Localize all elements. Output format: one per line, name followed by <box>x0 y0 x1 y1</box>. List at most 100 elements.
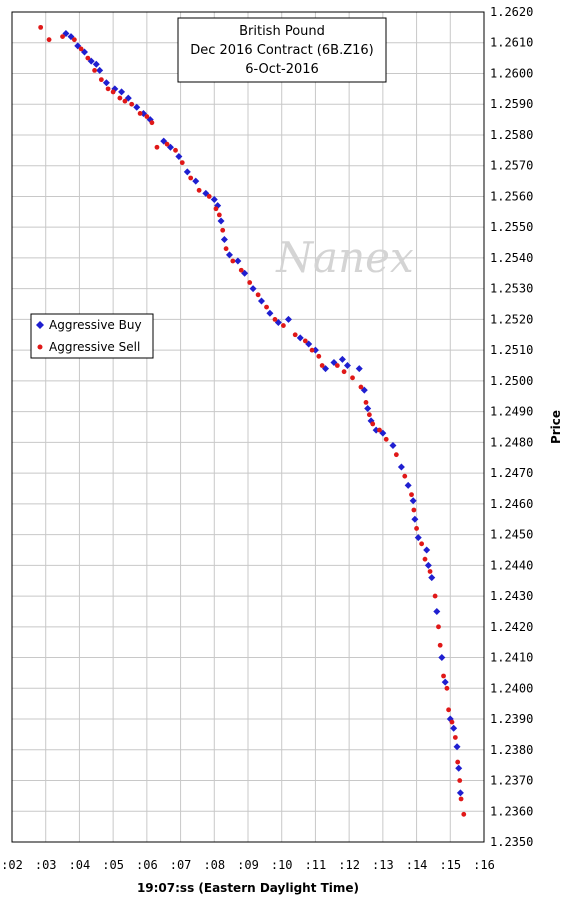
aggressive-sell-point <box>444 685 450 691</box>
aggressive-sell-point <box>455 759 461 765</box>
aggressive-buy-point <box>210 196 218 204</box>
y-tick-label: 1.2440 <box>490 558 533 572</box>
y-tick-label: 1.2350 <box>490 835 533 849</box>
legend-sell-marker <box>37 344 43 350</box>
aggressive-sell-point <box>393 452 399 458</box>
aggressive-sell-point <box>230 258 236 264</box>
aggressive-sell-point <box>179 160 185 166</box>
legend-buy-marker <box>36 321 44 329</box>
aggressive-buy-point <box>234 257 242 265</box>
aggressive-sell-point <box>402 473 408 479</box>
aggressive-sell-point <box>436 624 441 630</box>
aggressive-sell-point <box>216 212 222 218</box>
aggressive-buy-point <box>118 88 126 96</box>
title-box: British Pound Dec 2016 Contract (6B.Z16)… <box>177 17 387 83</box>
aggressive-sell-point <box>419 541 425 547</box>
aggressive-sell-point <box>154 144 160 150</box>
watermark-layer: Nanex <box>275 233 414 282</box>
x-tick-label: :12 <box>338 858 360 872</box>
aggressive-sell-point <box>363 400 369 405</box>
y-tick-label: 1.2570 <box>490 159 533 173</box>
aggressive-sell-point <box>264 304 269 310</box>
aggressive-buy-point <box>389 441 397 449</box>
aggressive-buy-point <box>409 497 417 505</box>
aggressive-buy-point <box>183 168 191 176</box>
aggressive-sell-point <box>350 375 355 381</box>
aggressive-buy-point <box>428 574 436 582</box>
x-tick-label: :14 <box>406 858 428 872</box>
aggressive-sell-point <box>206 194 212 199</box>
aggressive-buy-point <box>225 251 233 259</box>
aggressive-sell-point <box>38 24 44 30</box>
aggressive-sell-point <box>188 175 194 181</box>
aggressive-buy-point <box>343 362 351 370</box>
x-tick-label: :08 <box>203 858 225 872</box>
aggressive-buy-point <box>296 334 304 342</box>
aggressive-sell-point <box>46 37 52 43</box>
aggressive-sell-point <box>411 507 417 513</box>
y-tick-label: 1.2560 <box>490 189 533 203</box>
aggressive-buy-point <box>133 103 141 111</box>
aggressive-sell-point <box>457 778 463 783</box>
aggressive-sell-point <box>377 427 382 433</box>
y-tick-label: 1.2600 <box>490 66 533 80</box>
y-tick-label: 1.2430 <box>490 589 533 603</box>
data-points <box>38 24 467 817</box>
aggressive-sell-point <box>173 147 178 153</box>
x-tick-label: :07 <box>170 858 192 872</box>
grid <box>11 11 485 843</box>
x-tick-label: :06 <box>136 858 158 872</box>
y-tick-labels: 1.2350 1.2360 1.2370 1.2380 1.2390 1.2400 1.24… <box>490 5 533 849</box>
aggressive-buy-point <box>355 365 363 373</box>
aggressive-sell-point <box>427 569 433 574</box>
aggressive-sell-point <box>137 111 143 116</box>
y-tick-label: 1.2540 <box>490 251 533 265</box>
aggressive-sell-point <box>71 37 77 43</box>
aggressive-sell-point <box>78 46 84 52</box>
aggressive-buy-point <box>92 60 100 68</box>
aggressive-buy-point <box>397 463 405 471</box>
aggressive-buy-point <box>217 217 225 225</box>
legend-sell-label: Aggressive Sell <box>49 340 140 354</box>
y-tick-label: 1.2370 <box>490 774 533 788</box>
x-tick-labels: :02:03:04:05:06:07:08:09:10:11:12:13:14:… <box>1 858 495 872</box>
x-tick-label: :15 <box>439 858 461 872</box>
aggressive-sell-point <box>122 98 128 104</box>
aggressive-buy-point <box>423 546 431 554</box>
aggressive-buy-point <box>411 515 419 523</box>
legend: Aggressive Buy Aggressive Sell <box>30 313 154 359</box>
x-axis-label: 19:07:ss (Eastern Daylight Time) <box>137 881 359 895</box>
aggressive-sell-point <box>319 363 325 368</box>
aggressive-buy-point <box>96 66 104 74</box>
aggressive-sell-point <box>238 267 244 273</box>
aggressive-sell-point <box>432 593 438 599</box>
y-tick-label: 1.2410 <box>490 651 533 665</box>
aggressive-buy-point <box>438 654 446 662</box>
aggressive-sell-point <box>449 719 455 725</box>
aggressive-sell-point <box>341 369 347 375</box>
aggressive-sell-point <box>213 206 219 212</box>
aggressive-sell-point <box>92 68 97 73</box>
y-axis-label: Price <box>549 410 563 444</box>
aggressive-sell-point <box>129 101 135 107</box>
x-tick-label: :02 <box>1 858 23 872</box>
y-tick-label: 1.2450 <box>490 528 533 542</box>
aggressive-sell-point <box>60 34 65 39</box>
aggressive-sell-point <box>117 95 123 101</box>
watermark: Nanex <box>275 233 414 282</box>
y-tick-label: 1.2420 <box>490 620 533 634</box>
aggressive-buy-point <box>441 678 449 686</box>
aggressive-sell-point <box>358 384 364 390</box>
y-tick-label: 1.2510 <box>490 343 533 357</box>
aggressive-sell-point <box>272 317 278 322</box>
aggressive-buy-point <box>249 285 257 293</box>
aggressive-sell-point <box>220 227 226 233</box>
aggressive-sell-point <box>144 114 150 119</box>
x-tick-label: :03 <box>35 858 57 872</box>
x-tick-label: :04 <box>69 858 91 872</box>
aggressive-buy-point <box>192 177 200 185</box>
aggressive-buy-point <box>338 355 346 363</box>
aggressive-sell-point <box>334 363 340 368</box>
aggressive-sell-point <box>437 642 443 648</box>
